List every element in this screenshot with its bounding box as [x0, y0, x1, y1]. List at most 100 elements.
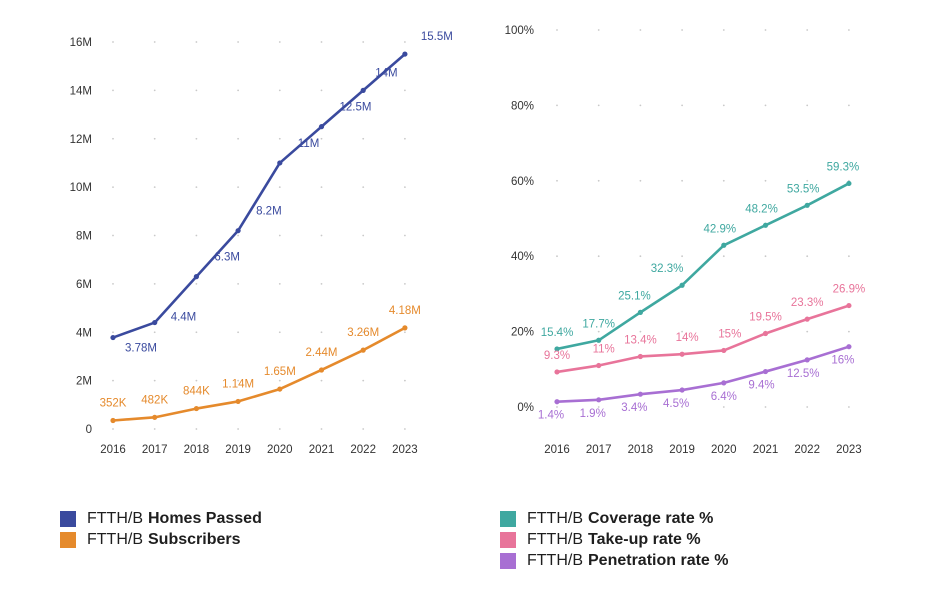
- data-label: 53.5%: [787, 183, 820, 195]
- data-point: [235, 228, 241, 234]
- data-point: [762, 330, 769, 337]
- grid-dot: [278, 137, 281, 140]
- data-point: [277, 386, 283, 392]
- data-label: 11%: [593, 344, 615, 356]
- data-label: 23.3%: [791, 297, 824, 309]
- grid-dot: [278, 186, 281, 189]
- y-tick-label: 2M: [76, 376, 92, 388]
- grid-dot: [320, 89, 323, 92]
- grid-dot: [556, 406, 558, 408]
- x-tick-label: 2021: [309, 444, 335, 456]
- chart-left: 0 2M 4M 6M 8M 10M 12M 14M 16M 2016 2017 2018 2019 202…: [70, 31, 453, 456]
- x-tick-label: 2018: [628, 444, 654, 456]
- grid-dot: [195, 234, 198, 237]
- grid-dot: [237, 186, 240, 189]
- grid-dot: [681, 179, 683, 182]
- grid-dot: [404, 41, 406, 43]
- grid-dot: [237, 234, 240, 237]
- data-label: 19.5%: [749, 311, 782, 323]
- grid-dot: [278, 428, 281, 430]
- data-point: [277, 160, 283, 166]
- data-point: [193, 274, 199, 280]
- grid-dot: [278, 234, 281, 237]
- data-label: 11M: [298, 138, 320, 150]
- data-point: [762, 368, 769, 375]
- x-tick-label: 2017: [142, 444, 168, 456]
- y-tick-label: 60%: [511, 176, 534, 188]
- legend-label: Take-up rate %: [588, 530, 701, 548]
- grid-dot: [639, 330, 642, 333]
- grid-dot: [237, 282, 240, 285]
- grid-dot: [404, 379, 406, 382]
- data-label: 482K: [141, 394, 168, 406]
- grid-dot: [320, 41, 323, 43]
- data-point: [360, 347, 366, 353]
- grid-dot: [153, 186, 156, 189]
- grid-dot: [153, 331, 156, 334]
- grid-dot: [556, 104, 558, 107]
- grid-dot: [237, 428, 240, 430]
- data-label: 3.4%: [621, 402, 647, 414]
- grid-dot: [362, 41, 365, 43]
- grid-dot: [806, 29, 809, 31]
- data-label: 9.4%: [748, 380, 774, 392]
- data-point: [846, 302, 852, 309]
- grid-dot: [278, 282, 281, 285]
- data-label: 3.78M: [125, 343, 157, 355]
- y-tick-label: 4M: [76, 327, 92, 339]
- legend-item-take-up: FTTH/B Take-up rate %: [500, 529, 728, 550]
- data-label: 6.3M: [214, 252, 240, 264]
- grid-dot: [153, 379, 156, 382]
- data-point: [637, 309, 644, 315]
- grid-dot: [195, 331, 198, 334]
- data-label: 12.5M: [340, 102, 372, 114]
- data-label: 2.44M: [306, 347, 338, 359]
- grid-dot: [722, 29, 725, 31]
- data-point: [762, 222, 769, 228]
- grid-dot: [362, 428, 365, 430]
- data-label: 4.18M: [389, 305, 421, 317]
- grid-dot: [848, 255, 850, 258]
- grid-dot: [639, 179, 642, 182]
- grid-dot: [764, 255, 767, 258]
- data-label: 4.4M: [171, 312, 197, 324]
- grid-dot: [112, 282, 114, 285]
- data-point: [235, 398, 241, 405]
- grid-dot: [722, 330, 725, 333]
- grid-dot: [237, 89, 240, 92]
- y-tick-label: 8M: [76, 231, 92, 243]
- grid-dot: [556, 330, 558, 333]
- grid-dot: [362, 137, 365, 140]
- x-tick-label: 2020: [267, 444, 293, 456]
- grid-dot: [681, 29, 683, 31]
- data-point: [846, 180, 852, 187]
- grid-dot: [320, 137, 323, 140]
- grid-dot: [237, 41, 240, 43]
- data-point: [554, 399, 560, 405]
- data-label: 8.2M: [256, 206, 282, 218]
- grid-dot: [597, 255, 600, 258]
- data-label: 17.7%: [582, 318, 615, 330]
- grid-dot: [112, 89, 114, 92]
- data-point: [596, 397, 602, 403]
- data-label: 1.14M: [222, 378, 254, 390]
- data-label: 12.5%: [787, 368, 820, 380]
- data-point: [110, 417, 116, 424]
- grid-dot: [764, 29, 767, 31]
- data-point: [846, 344, 852, 350]
- y-tick-label: 6M: [76, 279, 92, 291]
- legend-swatch: [60, 531, 76, 548]
- data-label: 48.2%: [745, 203, 778, 215]
- grid-dot: [556, 255, 558, 258]
- grid-dot: [848, 104, 850, 107]
- grid-dot: [362, 331, 365, 334]
- series-line: [555, 182, 851, 351]
- grid-dot: [404, 428, 406, 430]
- grid-dot: [195, 137, 198, 140]
- series-line: [555, 304, 851, 374]
- data-label: 14M: [375, 67, 397, 79]
- legend-swatch: [60, 510, 76, 527]
- data-label: 1.9%: [580, 408, 606, 420]
- grid-dot: [362, 186, 365, 189]
